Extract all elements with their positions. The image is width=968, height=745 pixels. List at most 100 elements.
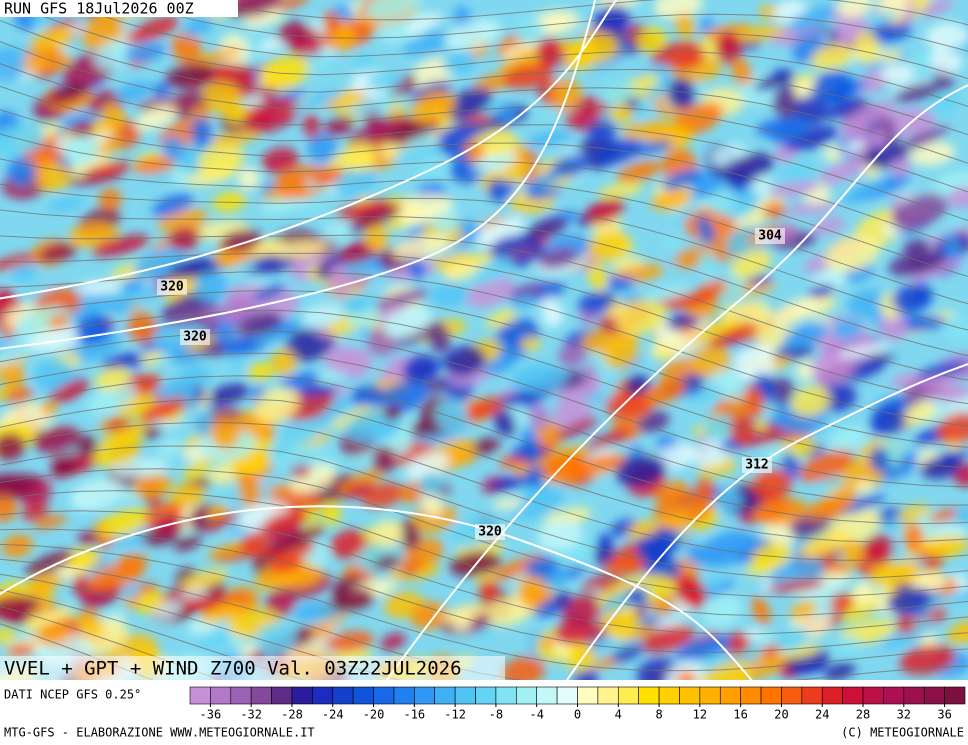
vvel-blob [311, 167, 343, 186]
vvel-blob [133, 156, 176, 175]
vvel-blob [274, 0, 311, 11]
vvel-blob [105, 300, 134, 314]
vvel-blob [534, 421, 565, 450]
vvel-blob [665, 41, 706, 71]
vvel-blob [953, 505, 968, 527]
vvel-blob [250, 329, 291, 343]
vvel-blob [324, 630, 375, 653]
vvel-blob [324, 116, 354, 137]
vvel-blob [170, 166, 188, 187]
streamline [0, 605, 223, 680]
vvel-blob [930, 448, 968, 466]
vvel-blob [587, 262, 608, 291]
vvel-blob [667, 313, 701, 331]
colorbar-box [210, 686, 232, 705]
colorbar-box [801, 686, 823, 705]
vvel-blob [547, 78, 582, 111]
streamline [0, 543, 968, 672]
colorbar-box [658, 686, 680, 705]
vvel-blob [72, 573, 93, 599]
vvel-blob [537, 519, 583, 551]
streamline [0, 209, 968, 357]
vvel-blob [466, 277, 515, 308]
vvel-blob [254, 387, 300, 423]
vvel-blob [165, 62, 215, 89]
vvel-blob [255, 623, 297, 657]
vvel-blob [24, 550, 77, 576]
vvel-blob [696, 215, 716, 245]
vvel-blob [237, 167, 260, 190]
vvel-blob [870, 569, 921, 588]
vvel-blob [897, 125, 951, 153]
vvel-blob [104, 418, 131, 431]
vvel-blob [0, 432, 26, 461]
vvel-blob [0, 628, 16, 644]
vvel-blob [161, 136, 185, 161]
vvel-blob [94, 38, 139, 71]
streamline [0, 510, 968, 635]
vvel-blob [5, 388, 34, 403]
colorbar-tick-label: 28 [856, 708, 870, 722]
vvel-blob [928, 507, 964, 523]
vvel-blob [402, 354, 439, 385]
vvel-blob [640, 285, 692, 302]
vvel-blob [502, 63, 556, 89]
contour-label-box [742, 457, 772, 473]
vvel-blob [261, 147, 300, 174]
vvel-blob [158, 439, 183, 457]
vvel-blob [800, 531, 849, 558]
vvel-blob [93, 439, 140, 468]
colorbar-box [516, 686, 538, 705]
vvel-blob [62, 134, 100, 166]
vvel-blob [699, 279, 727, 295]
vvel-blob [729, 415, 758, 447]
streamline [0, 289, 968, 448]
colorbar-box [556, 686, 578, 705]
vvel-blob [520, 337, 542, 351]
colorbar-box [923, 686, 945, 705]
vvel-blob [753, 498, 810, 526]
vvel-blob [410, 601, 448, 630]
vvel-blob [55, 383, 82, 399]
vvel-blob [394, 140, 445, 163]
vvel-blob [842, 140, 865, 154]
vvel-blob [947, 619, 968, 645]
streamline [0, 573, 401, 680]
vvel-blob [893, 82, 945, 102]
vvel-blob [69, 222, 119, 248]
map-title: VVEL + GPT + WIND Z700 Val. 03Z22JUL2026 [4, 658, 462, 680]
vvel-blob [246, 29, 266, 61]
vvel-blob [744, 385, 764, 418]
colorbar-box [230, 686, 252, 705]
colorbar-box [352, 686, 374, 705]
colorbar-box [699, 686, 721, 705]
vvel-blob [205, 512, 241, 531]
colorbar-box [291, 686, 313, 705]
vvel-blob [810, 217, 846, 235]
colorbar-tick-label: 8 [655, 708, 662, 722]
vvel-blob [655, 347, 675, 360]
vvel-blob [517, 575, 547, 609]
vvel-blob [270, 444, 292, 458]
vvel-blob [238, 311, 282, 337]
vvel-blob [252, 285, 286, 301]
contour-label: 312 [745, 458, 768, 473]
vvel-blob [929, 217, 967, 237]
streamline [0, 19, 968, 136]
vvel-blob [771, 296, 821, 326]
streamline [0, 352, 968, 506]
vvel-blob [650, 189, 693, 210]
vvel-blob [654, 0, 703, 20]
colorbar-box [679, 686, 701, 705]
vvel-blob [444, 345, 486, 377]
vvel-blob [280, 372, 316, 390]
header-box [0, 0, 238, 17]
vvel-blob [561, 594, 604, 628]
vvel-blob [594, 138, 643, 165]
vvel-blob [720, 153, 775, 184]
vvel-blob [39, 242, 79, 262]
vvel-blob [183, 463, 209, 479]
vvel-blob [606, 275, 628, 291]
vvel-blob [123, 277, 144, 292]
